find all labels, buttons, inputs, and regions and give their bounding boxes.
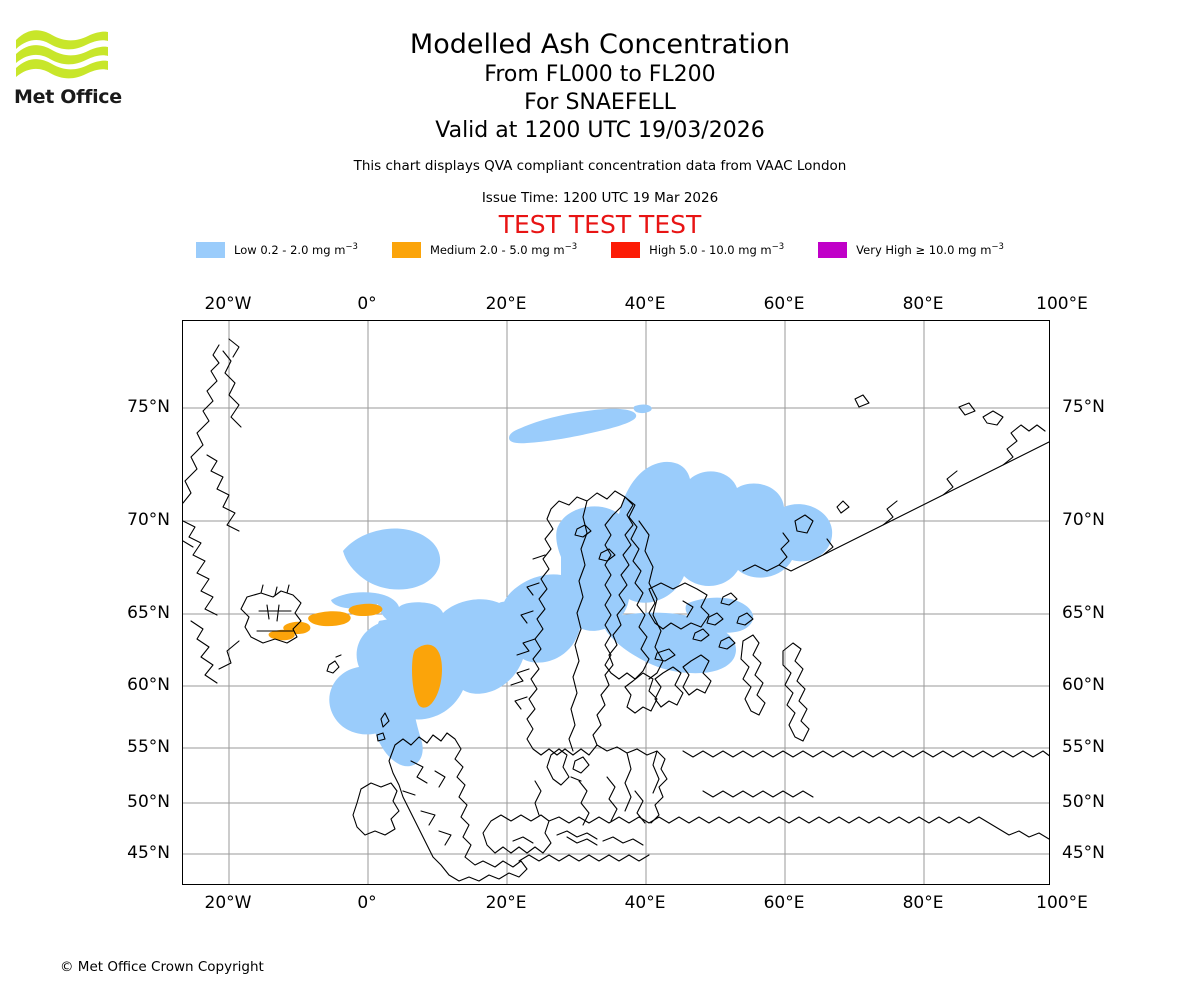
lat-tick-left-6: 45°N bbox=[127, 843, 170, 863]
met-office-logo-text: Met Office bbox=[14, 86, 122, 108]
lon-tick-top-2: 20°E bbox=[485, 294, 527, 314]
test-banner: TEST TEST TEST bbox=[498, 210, 702, 239]
met-office-wave-icon bbox=[16, 30, 108, 79]
legend-swatch-high bbox=[611, 242, 641, 258]
issue-time: Issue Time: 1200 UTC 19 Mar 2026 bbox=[481, 190, 719, 206]
lat-tick-left-4: 55°N bbox=[127, 737, 170, 757]
coastline-layer bbox=[183, 338, 1049, 882]
legend-item-low: Low 0.2 - 2.0 mg m−3 bbox=[196, 242, 358, 258]
lat-tick-left-3: 60°N bbox=[127, 675, 170, 695]
lon-tick-top-0: 20°W bbox=[204, 294, 252, 314]
met-office-logo: Met Office bbox=[14, 26, 124, 116]
chart-header: Modelled Ash Concentration From FL000 to… bbox=[0, 0, 1200, 240]
legend-item-medium: Medium 2.0 - 5.0 mg m−3 bbox=[391, 242, 578, 258]
legend-label-high: High 5.0 - 10.0 mg m−3 bbox=[649, 242, 785, 257]
ash-plume-low bbox=[329, 404, 833, 767]
lon-tick-bottom-1: 0° bbox=[357, 893, 377, 913]
map-canvas bbox=[183, 321, 1049, 884]
legend-label-medium: Medium 2.0 - 5.0 mg m−3 bbox=[429, 242, 578, 257]
lon-tick-top-3: 40°E bbox=[624, 294, 666, 314]
lat-tick-right-6: 45°N bbox=[1062, 843, 1105, 863]
lat-tick-left-0: 75°N bbox=[127, 397, 170, 417]
legend-label-very-high: Very High ≥ 10.0 mg m−3 bbox=[856, 242, 1004, 257]
page-title: Modelled Ash Concentration bbox=[409, 29, 791, 60]
lon-tick-bottom-2: 20°E bbox=[485, 893, 527, 913]
legend-swatch-very-high bbox=[818, 242, 848, 258]
legend-item-very-high: Very High ≥ 10.0 mg m−3 bbox=[818, 242, 1004, 258]
lon-tick-bottom-0: 20°W bbox=[204, 893, 252, 913]
valid-time: Valid at 1200 UTC 19/03/2026 bbox=[435, 118, 765, 143]
legend-item-high: High 5.0 - 10.0 mg m−3 bbox=[611, 242, 784, 258]
lat-tick-right-0: 75°N bbox=[1062, 397, 1105, 417]
lat-tick-left-5: 50°N bbox=[127, 792, 170, 812]
lat-tick-right-2: 65°N bbox=[1062, 603, 1105, 623]
map-frame bbox=[182, 320, 1050, 885]
copyright-notice: © Met Office Crown Copyright bbox=[60, 959, 264, 975]
lon-tick-bottom-6: 100°E bbox=[1036, 893, 1088, 913]
lat-tick-right-3: 60°N bbox=[1062, 675, 1105, 695]
lat-tick-left-2: 65°N bbox=[127, 603, 170, 623]
concentration-legend: Low 0.2 - 2.0 mg m−3 Medium 2.0 - 5.0 mg … bbox=[0, 242, 1200, 258]
lon-tick-top-6: 100°E bbox=[1036, 294, 1088, 314]
lat-tick-right-4: 55°N bbox=[1062, 737, 1105, 757]
volcano-name: For SNAEFELL bbox=[524, 90, 676, 115]
flight-level-range: From FL000 to FL200 bbox=[484, 62, 716, 87]
lat-tick-right-5: 50°N bbox=[1062, 792, 1105, 812]
legend-swatch-low bbox=[196, 242, 226, 258]
lon-tick-top-4: 60°E bbox=[763, 294, 805, 314]
lon-tick-top-5: 80°E bbox=[902, 294, 944, 314]
ash-plume-medium bbox=[268, 603, 442, 708]
chart-note: This chart displays QVA compliant concen… bbox=[353, 158, 847, 174]
lon-tick-bottom-3: 40°E bbox=[624, 893, 666, 913]
lon-tick-bottom-5: 80°E bbox=[902, 893, 944, 913]
lon-tick-bottom-4: 60°E bbox=[763, 893, 805, 913]
lon-tick-top-1: 0° bbox=[357, 294, 377, 314]
lat-tick-left-1: 70°N bbox=[127, 510, 170, 530]
ash-concentration-map: 20°W 0° 20°E 40°E 60°E 80°E 100°E 20°W 0° 20°E 40… bbox=[127, 294, 1105, 913]
legend-label-low: Low 0.2 - 2.0 mg m−3 bbox=[234, 242, 358, 257]
lat-tick-right-1: 70°N bbox=[1062, 510, 1105, 530]
legend-swatch-medium bbox=[391, 242, 421, 258]
